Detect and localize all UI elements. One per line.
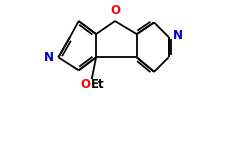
Text: O: O [111, 4, 121, 17]
Text: N: N [44, 51, 54, 64]
Text: Et: Et [91, 78, 105, 91]
Text: O: O [80, 78, 90, 91]
Text: N: N [173, 29, 183, 42]
